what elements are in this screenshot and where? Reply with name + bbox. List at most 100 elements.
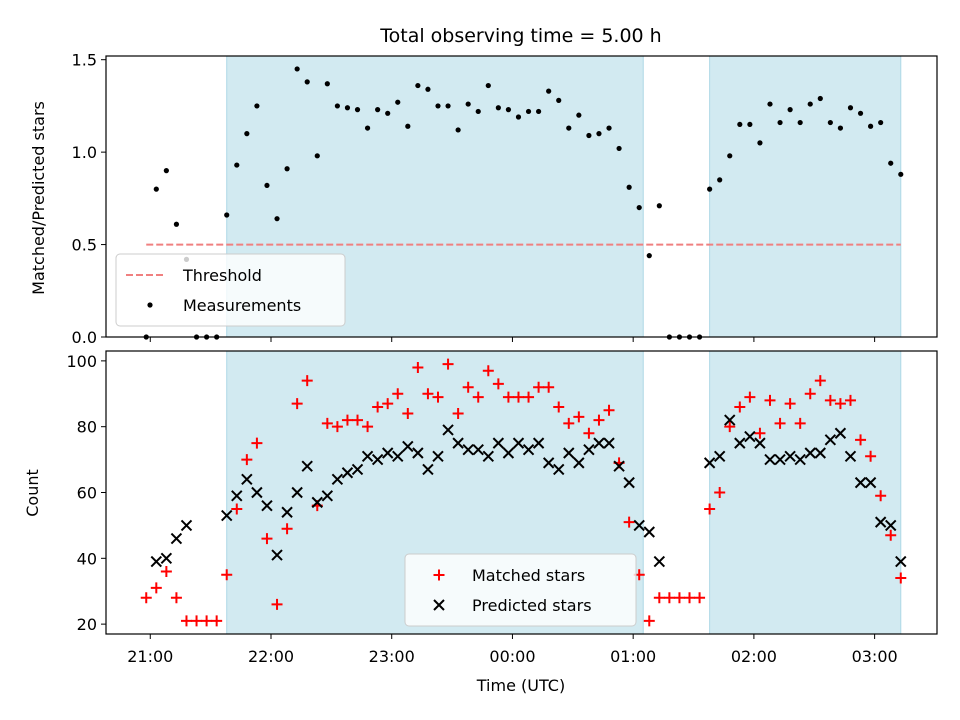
predicted-star-point	[170, 532, 183, 545]
x-tick-label: 22:00	[248, 647, 294, 666]
predicted-star-point	[381, 447, 394, 459]
predicted-star-point	[593, 437, 605, 449]
predicted-star-point	[241, 473, 253, 486]
y-tick-label: 60	[77, 484, 97, 503]
measurement-point	[344, 105, 351, 111]
measurement-point	[314, 153, 320, 159]
predicted-star-point	[432, 450, 444, 463]
matched-star-point	[834, 398, 846, 410]
matched-star-point	[472, 391, 484, 403]
measurement-point	[505, 107, 512, 113]
matched-star-point	[241, 454, 253, 466]
x-tick-label: 02:00	[731, 647, 777, 666]
x-tick-label: 21:00	[127, 647, 173, 666]
series-x	[150, 414, 907, 568]
measurement-point	[153, 186, 159, 192]
measurement-point	[797, 119, 803, 126]
matched-star-point	[885, 529, 897, 541]
matched-star-point	[170, 592, 182, 604]
measurement-point	[777, 119, 783, 126]
measurement-point	[767, 101, 773, 107]
matched-star-point	[704, 503, 716, 515]
y-tick-label: 100	[66, 352, 97, 371]
measurement-point	[827, 119, 833, 126]
legend-box	[404, 553, 637, 627]
predicted-star-point	[412, 447, 424, 459]
x-axis-label: Time (UTC)	[476, 676, 565, 695]
predicted-star-point	[462, 444, 474, 456]
measurement-point	[264, 182, 270, 189]
matched-star-point	[623, 516, 635, 528]
measurement-point	[525, 108, 532, 115]
predicted-star-point	[754, 437, 766, 449]
measurement-point	[475, 108, 481, 115]
y-tick-label: 80	[77, 418, 97, 437]
matched-star-point	[321, 417, 333, 429]
measurement-point	[274, 216, 280, 222]
predicted-star-point	[291, 486, 303, 499]
measurement-point	[304, 79, 310, 85]
y-tick-label: 0.0	[72, 328, 97, 347]
measurement-point	[294, 66, 300, 72]
measurement-point	[787, 107, 793, 113]
x-tick-label: 00:00	[489, 647, 535, 666]
matched-star-point	[875, 490, 887, 502]
matched-star-point	[512, 391, 524, 403]
predicted-star-point	[160, 552, 173, 565]
x-tick-label: 03:00	[852, 647, 898, 666]
measurement-point	[646, 253, 652, 259]
measurement-point	[757, 140, 763, 146]
y-tick-label: 0.5	[72, 236, 97, 255]
observing-interval-1	[709, 55, 902, 338]
matched-star-point	[432, 391, 444, 403]
matched-star-point	[191, 615, 203, 627]
y-tick-label: 20	[77, 615, 97, 634]
count-panel: 20 40 60 80 100 21:00 22:00 23:00 00:00 01:00 02:0…	[66, 350, 938, 666]
ratio-y-axis-label: Matched/Predicted stars	[29, 101, 48, 295]
measurement-point	[435, 103, 441, 109]
matched-star-point	[844, 394, 856, 406]
matched-star-point	[804, 388, 816, 400]
matched-star-point	[764, 394, 776, 406]
legend-measurement-swatch	[147, 302, 153, 308]
predicted-star-point	[532, 437, 545, 449]
legend: Threshold Measurements	[115, 253, 346, 327]
predicted-star-point	[261, 499, 273, 512]
matched-star-point	[211, 615, 223, 627]
measurement-point	[364, 125, 371, 131]
predicted-star-point	[482, 450, 495, 463]
measurement-point	[586, 132, 592, 139]
matched-star-point	[603, 404, 615, 416]
measurement-point	[445, 103, 451, 109]
measurement-point	[817, 95, 823, 102]
matched-star-point	[523, 391, 535, 403]
measurement-point	[606, 125, 612, 131]
predicted-star-point	[180, 519, 193, 532]
matched-star-point	[140, 592, 152, 604]
matched-star-point	[341, 414, 353, 426]
predicted-star-point	[834, 427, 847, 439]
matched-star-point	[281, 523, 293, 535]
matched-star-point	[382, 398, 394, 410]
measurement-point	[596, 131, 602, 137]
matched-star-point	[251, 437, 263, 449]
matched-star-point	[724, 421, 736, 433]
predicted-star-point	[442, 424, 454, 436]
measurement-point	[656, 203, 662, 209]
predicted-star-point	[321, 490, 334, 502]
predicted-star-point	[331, 473, 344, 486]
predicted-star-point	[341, 467, 354, 479]
predicted-star-point	[301, 460, 313, 472]
y-tick-label: 40	[77, 549, 97, 568]
matched-star-point	[150, 582, 162, 594]
predicted-star-point	[522, 444, 535, 456]
predicted-star-point	[452, 437, 464, 449]
predicted-star-point	[653, 555, 666, 568]
measurement-point	[636, 204, 642, 211]
matched-star-point	[271, 598, 283, 610]
predicted-star-point	[573, 457, 585, 469]
measurement-point	[837, 125, 844, 131]
predicted-star-point	[553, 463, 565, 476]
legend-matched-swatch	[433, 569, 445, 581]
